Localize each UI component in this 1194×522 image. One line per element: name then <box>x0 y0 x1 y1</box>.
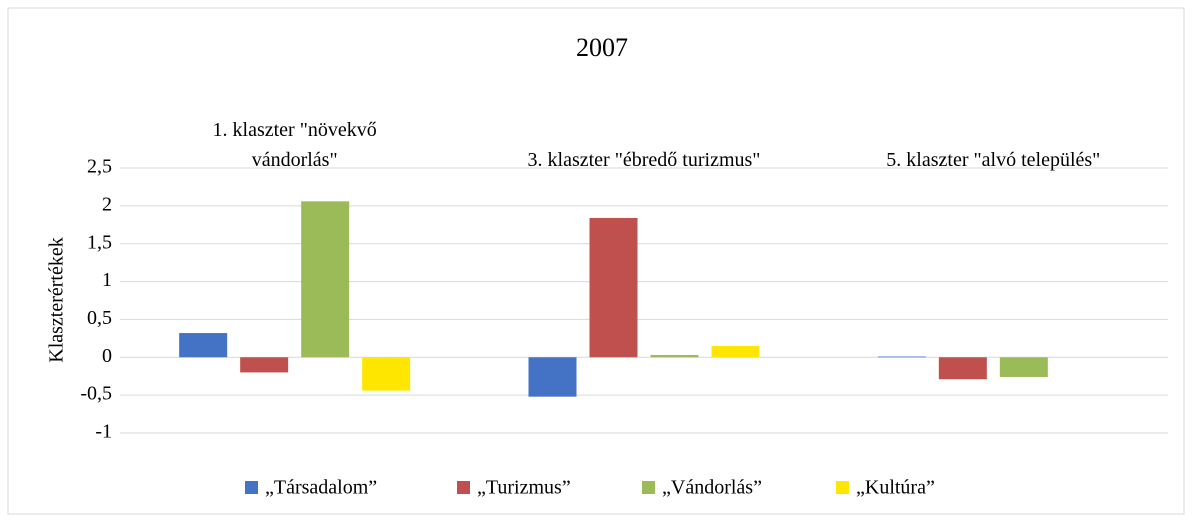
bar <box>301 201 350 358</box>
legend-label: „Kultúra” <box>856 477 935 499</box>
legend-swatch <box>836 481 849 494</box>
y-tick-label: 1 <box>102 269 112 291</box>
y-tick-label: 2 <box>102 193 112 215</box>
category-label: 5. klaszter "alvó település" <box>886 149 1101 171</box>
legend-swatch <box>245 481 258 494</box>
legend-swatch <box>457 481 470 494</box>
bar <box>240 357 289 373</box>
y-tick-label: -0,5 <box>80 383 112 405</box>
y-axis-label: Klaszterértékek <box>46 237 68 362</box>
legend-label: „Vándorlás” <box>662 477 762 499</box>
bar <box>528 357 577 397</box>
chart-title: 2007 <box>576 33 628 62</box>
chart-border <box>7 7 1185 515</box>
category-label: 1. klaszter "növekvő vándorlás" <box>212 119 377 171</box>
y-tick-label: -1 <box>95 421 112 443</box>
bar <box>711 345 760 358</box>
y-tick-label: 2,5 <box>87 156 112 178</box>
y-tick-label: 0 <box>102 345 112 367</box>
bar <box>877 356 926 358</box>
bar <box>362 357 411 391</box>
bar <box>999 357 1048 377</box>
bar <box>938 357 987 380</box>
bar <box>650 355 699 358</box>
y-tick-label: 0,5 <box>87 307 112 329</box>
bar <box>589 217 638 358</box>
y-tick-label: 1,5 <box>87 231 112 253</box>
category-label: 3. klaszter "ébredő turizmus" <box>527 149 761 171</box>
legend-swatch <box>642 481 655 494</box>
legend-label: „Társadalom” <box>265 477 377 499</box>
bar <box>179 333 228 358</box>
legend-label: „Turizmus” <box>477 477 571 499</box>
